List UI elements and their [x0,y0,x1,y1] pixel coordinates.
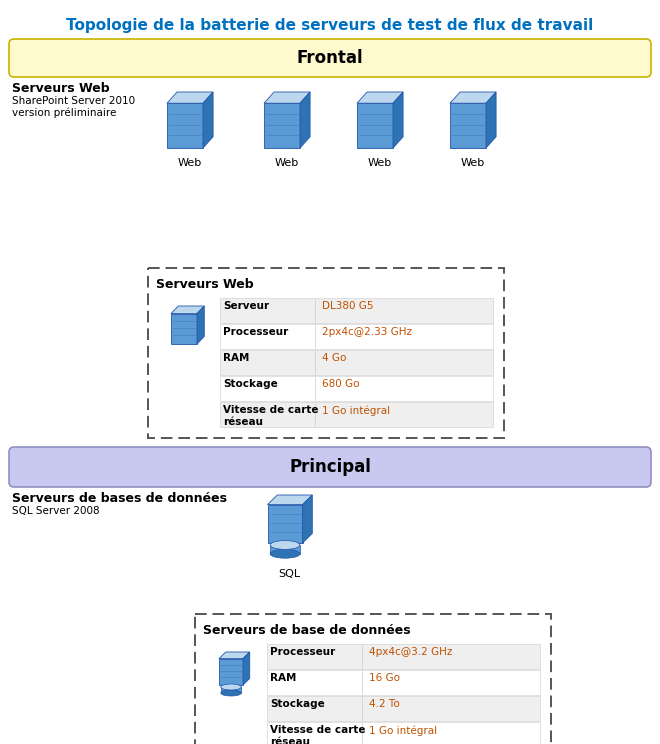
Polygon shape [221,687,241,693]
Polygon shape [171,314,197,344]
Bar [220,298,493,323]
Polygon shape [300,92,310,148]
Polygon shape [270,545,300,554]
Ellipse shape [221,690,241,696]
Text: Processeur: Processeur [223,327,288,337]
FancyBboxPatch shape [148,268,504,438]
Text: SQL Server 2008: SQL Server 2008 [12,506,100,516]
Text: Web: Web [368,158,392,168]
Bar [220,350,493,375]
Bar [220,402,493,427]
Polygon shape [167,103,203,148]
Bar [267,644,540,669]
Polygon shape [450,103,486,148]
Polygon shape [219,658,243,685]
Text: Web: Web [275,158,299,168]
Polygon shape [393,92,403,148]
Polygon shape [197,306,205,344]
Polygon shape [357,92,403,103]
FancyBboxPatch shape [9,39,651,77]
Text: Frontal: Frontal [297,49,363,67]
Text: DL380 G5: DL380 G5 [322,301,374,311]
Text: Serveurs Web: Serveurs Web [12,82,110,95]
Text: 1 Go intégral: 1 Go intégral [369,725,437,736]
Text: Vitesse de carte
réseau: Vitesse de carte réseau [223,405,319,426]
Text: Stockage: Stockage [270,699,325,709]
Text: Web: Web [461,158,485,168]
Polygon shape [219,652,249,658]
Polygon shape [450,92,496,103]
Text: RAM: RAM [270,673,296,683]
Bar [267,696,540,721]
Text: SharePoint Server 2010
version préliminaire: SharePoint Server 2010 version prélimina… [12,96,135,118]
Polygon shape [243,652,249,685]
Text: 1 Go intégral: 1 Go intégral [322,405,390,415]
Polygon shape [264,103,300,148]
Polygon shape [171,306,205,314]
Polygon shape [302,495,312,543]
Text: Stockage: Stockage [223,379,278,389]
Text: Topologie de la batterie de serveurs de test de flux de travail: Topologie de la batterie de serveurs de … [67,18,593,33]
Text: 680 Go: 680 Go [322,379,360,389]
Bar [220,324,493,349]
Text: Principal: Principal [289,458,371,476]
Polygon shape [486,92,496,148]
FancyBboxPatch shape [195,614,551,744]
Polygon shape [203,92,213,148]
Text: Serveur: Serveur [223,301,269,311]
Polygon shape [264,92,310,103]
Bar [220,376,493,401]
Text: 4 Go: 4 Go [322,353,346,363]
Text: 2px4c@2.33 GHz: 2px4c@2.33 GHz [322,327,412,337]
Polygon shape [167,92,213,103]
Text: Serveurs Web: Serveurs Web [156,278,253,291]
Text: Vitesse de carte
réseau: Vitesse de carte réseau [270,725,366,744]
Polygon shape [267,504,302,543]
Text: Web: Web [178,158,202,168]
Bar [267,722,540,744]
Text: Serveurs de bases de données: Serveurs de bases de données [12,492,227,505]
Text: 4px4c@3.2 GHz: 4px4c@3.2 GHz [369,647,452,657]
Polygon shape [267,495,312,504]
FancyBboxPatch shape [9,447,651,487]
Text: 4.2 To: 4.2 To [369,699,400,709]
Text: SQL: SQL [278,569,300,580]
Text: Serveurs de base de données: Serveurs de base de données [203,624,411,637]
Bar [267,670,540,695]
Text: 16 Go: 16 Go [369,673,400,683]
Ellipse shape [270,549,300,558]
Polygon shape [357,103,393,148]
Text: Processeur: Processeur [270,647,335,657]
Text: RAM: RAM [223,353,249,363]
Ellipse shape [221,684,241,690]
Ellipse shape [270,541,300,549]
